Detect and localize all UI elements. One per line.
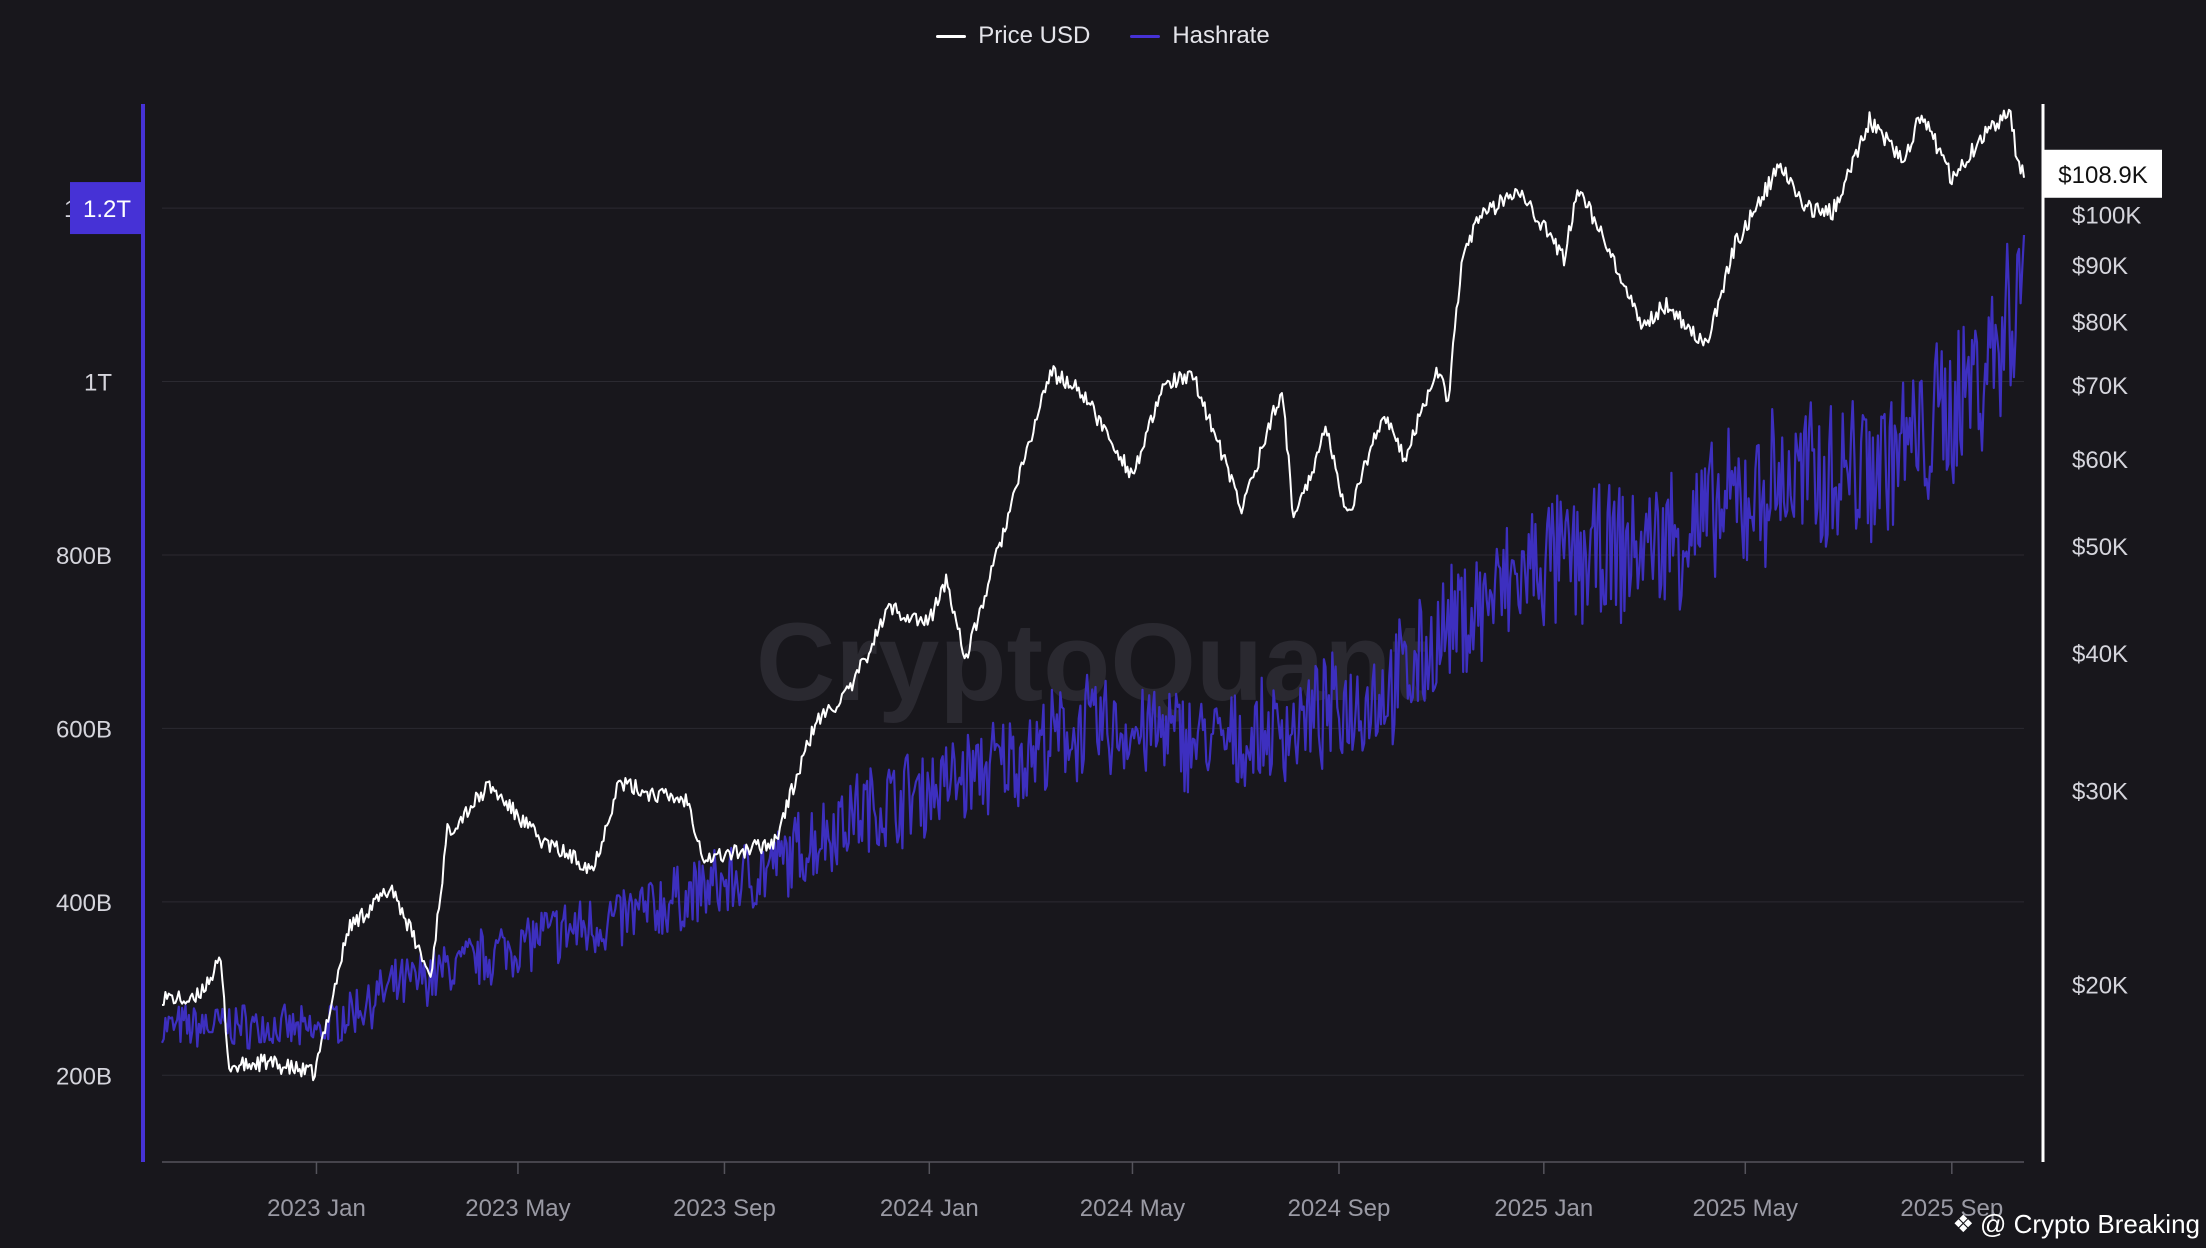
- legend-label-hashrate: Hashrate: [1172, 22, 1270, 49]
- price-current-value: $108.9K: [2058, 162, 2147, 189]
- y-left-tick-label: 400B: [56, 890, 112, 917]
- credit-text: @ Crypto Breaking: [1979, 1209, 2200, 1239]
- x-tick-label: 2025 May: [1693, 1195, 1798, 1222]
- y-right-tick-label: $50K: [2072, 534, 2128, 561]
- x-tick-label: 2024 May: [1080, 1195, 1185, 1222]
- y-left-tick-label: 800B: [56, 543, 112, 570]
- hashrate-line: [161, 234, 2026, 1050]
- price-series: [161, 108, 2025, 1082]
- y-right-tick-label: $60K: [2072, 447, 2128, 474]
- x-tick-label: 2024 Sep: [1288, 1195, 1391, 1222]
- legend-item-hashrate[interactable]: Hashrate: [1130, 22, 1270, 50]
- y-right-tick-label: $30K: [2072, 779, 2128, 806]
- x-tick-label: 2024 Jan: [880, 1195, 979, 1222]
- y-left-ticks: 200B400B600B800B1T1.2T: [56, 196, 112, 1090]
- y-right-tick-label: $70K: [2072, 373, 2128, 400]
- y-right-tick-label: $20K: [2072, 972, 2128, 999]
- y-left-tick-label: 600B: [56, 716, 112, 743]
- grid: [162, 207, 2024, 1076]
- x-tick-label: 2023 Jan: [267, 1195, 366, 1222]
- legend-swatch-hashrate: [1130, 34, 1161, 38]
- legend-label-price: Price USD: [978, 22, 1091, 49]
- x-tick-label: 2025 Jan: [1494, 1195, 1593, 1222]
- y-left-tick-label: 1T: [84, 370, 112, 397]
- legend-item-price[interactable]: Price USD: [936, 22, 1090, 50]
- hashrate-series: [161, 234, 2026, 1050]
- x-tick-label: 2023 Sep: [673, 1195, 776, 1222]
- hashrate-current-badge: [70, 182, 144, 235]
- x-tick-label: 2023 May: [465, 1195, 570, 1222]
- credit-logo-icon: ❖: [1952, 1211, 1974, 1238]
- legend: Price USD Hashrate: [0, 22, 2206, 50]
- x-ticks: 2023 Jan 2023 May 2023 Sep 2024 Jan 2024 May…: [267, 1162, 2003, 1222]
- price-current-badge: [2044, 149, 2162, 198]
- y-right-ticks: $20K $30K $40K $50K $60K $70K $80K $90K $100K: [2072, 203, 2141, 1000]
- hashrate-current-value: 1.2T: [83, 196, 131, 223]
- x-tick-label: 2025 Sep: [1900, 1195, 2003, 1222]
- y-right-tick-label: $100K: [2072, 203, 2141, 230]
- price-line: [161, 108, 2025, 1082]
- y-right-tick-label: $80K: [2072, 309, 2128, 336]
- legend-swatch-price: [936, 34, 967, 38]
- y-right-tick-label: $90K: [2072, 253, 2128, 280]
- current-value-badges: 1.2T $108.9K: [70, 149, 2162, 235]
- y-left-tick-label: 200B: [56, 1063, 112, 1090]
- axes: [141, 104, 2045, 1163]
- y-right-tick-label: $40K: [2072, 641, 2128, 668]
- credit: ❖ @ Crypto Breaking: [1952, 1209, 2200, 1240]
